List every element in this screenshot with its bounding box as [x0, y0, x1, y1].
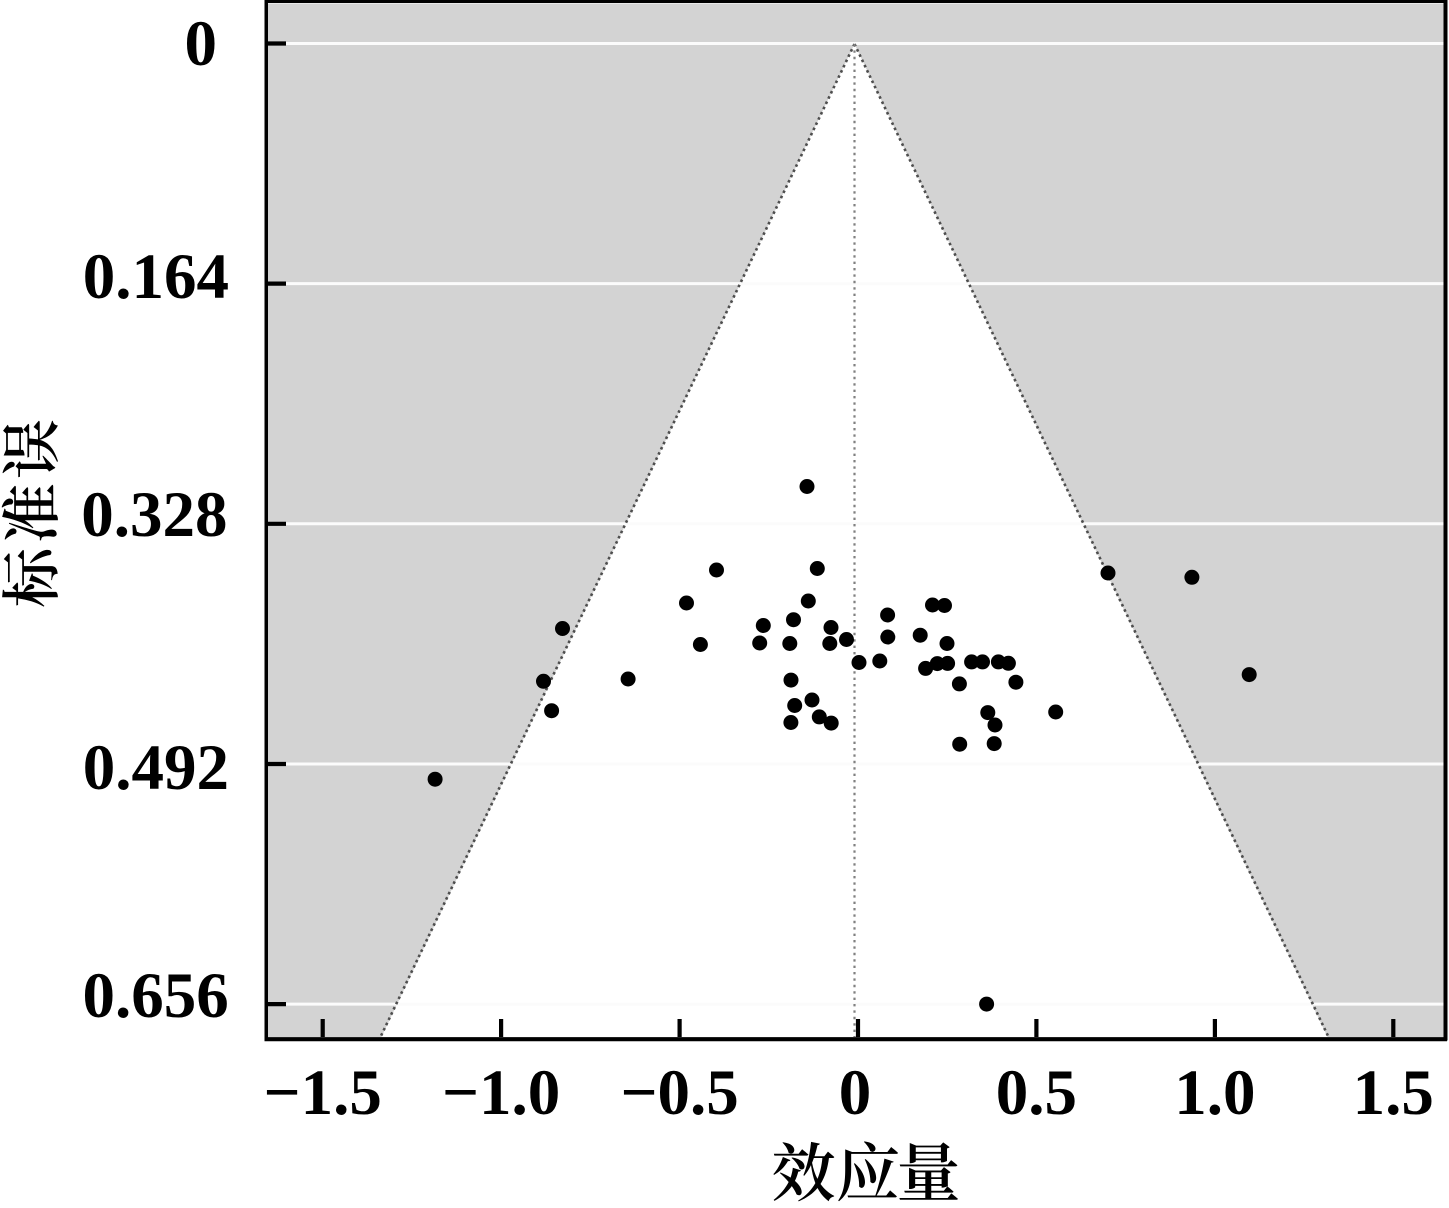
svg-text:0: 0: [839, 1057, 872, 1129]
svg-text:0.164: 0.164: [83, 241, 229, 313]
svg-text:0.492: 0.492: [83, 732, 229, 804]
svg-text:−1.5: −1.5: [264, 1057, 382, 1129]
svg-text:1.0: 1.0: [1174, 1057, 1255, 1129]
svg-text:0.656: 0.656: [82, 960, 228, 1032]
svg-text:0: 0: [185, 8, 218, 80]
svg-text:0.328: 0.328: [81, 479, 227, 551]
svg-text:−0.5: −0.5: [620, 1057, 738, 1129]
svg-text:−1.0: −1.0: [442, 1057, 560, 1129]
svg-text:0.5: 0.5: [996, 1057, 1077, 1129]
svg-text:1.5: 1.5: [1353, 1057, 1434, 1129]
